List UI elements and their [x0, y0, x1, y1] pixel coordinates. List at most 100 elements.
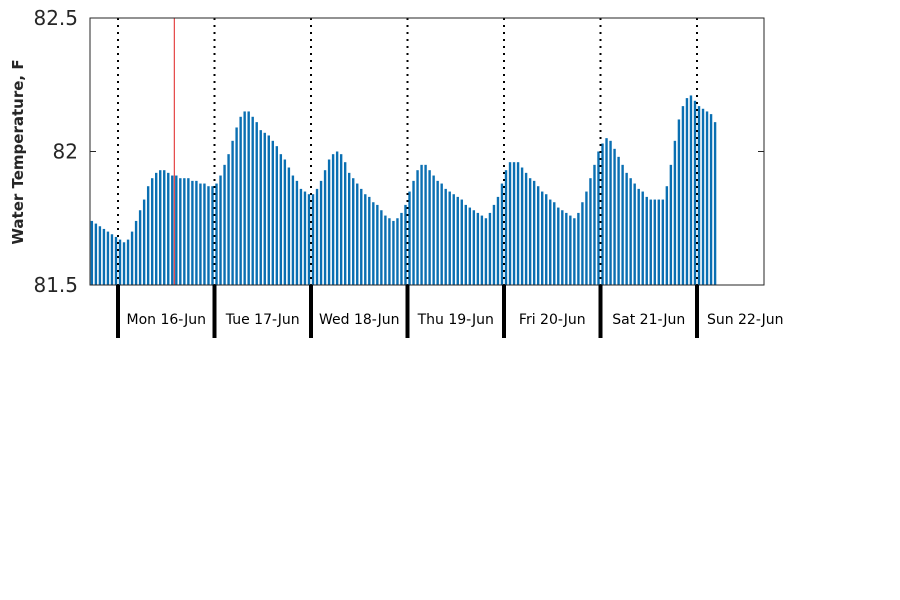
bar	[701, 108, 705, 285]
bar	[146, 186, 150, 285]
y-axis-label: Water Temperature, F	[9, 59, 27, 244]
bar	[315, 188, 319, 285]
bar	[673, 140, 677, 285]
bar	[613, 148, 616, 285]
bar	[271, 140, 274, 285]
bar	[239, 116, 242, 285]
bar	[98, 226, 102, 285]
bar	[211, 186, 214, 285]
bar	[163, 170, 166, 285]
bar	[452, 194, 455, 285]
bar	[577, 212, 580, 285]
bar	[536, 186, 540, 285]
bar	[311, 194, 315, 285]
bar	[681, 106, 685, 285]
bar	[167, 172, 170, 285]
bar	[480, 215, 484, 285]
bar	[126, 239, 130, 285]
bar	[508, 162, 512, 285]
day-label: Mon 16-Jun	[127, 312, 207, 328]
bar	[110, 234, 114, 285]
bar	[593, 164, 596, 285]
bar	[360, 188, 363, 285]
plot-area: 81.5 82 82.5 Mon 16-Jun Tue 17-Jun Wed 18-Jun…	[33, 6, 784, 338]
day-label: Tue 17-Jun	[225, 312, 300, 328]
bar	[488, 212, 492, 285]
bar	[352, 178, 355, 285]
bar	[207, 186, 210, 285]
bar	[195, 180, 198, 285]
bar	[364, 194, 367, 285]
bar	[348, 172, 351, 285]
bar	[516, 162, 520, 285]
bar	[512, 162, 516, 285]
bar	[368, 196, 371, 285]
bar	[134, 220, 138, 285]
bar	[581, 202, 584, 285]
bar	[150, 178, 154, 285]
bar	[460, 199, 463, 285]
bar	[279, 154, 283, 285]
bar	[130, 231, 134, 285]
bar	[396, 218, 399, 285]
bar	[677, 119, 681, 286]
bar	[693, 100, 697, 286]
bar	[649, 199, 652, 285]
bar	[653, 199, 656, 285]
bar	[372, 202, 375, 285]
bar	[545, 194, 548, 285]
bar	[215, 183, 218, 285]
bar	[356, 183, 359, 285]
bar	[436, 180, 439, 285]
bar	[665, 186, 669, 285]
day-label: Wed 18-Jun	[319, 312, 400, 328]
bar	[553, 202, 556, 285]
bar	[259, 130, 262, 285]
bar	[106, 231, 110, 285]
bar	[625, 172, 628, 285]
bar	[159, 170, 162, 285]
bar	[585, 191, 588, 285]
bar	[114, 236, 118, 285]
bar	[428, 170, 431, 285]
bar	[520, 167, 524, 285]
bar	[227, 154, 230, 285]
bar	[432, 175, 435, 285]
bar	[412, 180, 415, 285]
bar	[669, 164, 673, 285]
bar	[339, 154, 343, 285]
bar	[524, 172, 528, 285]
bar	[697, 106, 701, 285]
y-tick-label: 81.5	[33, 273, 78, 297]
bar	[549, 199, 552, 285]
bar	[500, 183, 504, 285]
bar	[319, 180, 323, 285]
bar	[171, 175, 174, 285]
day-label: Sun 22-Jun	[707, 312, 784, 328]
bar	[617, 156, 620, 285]
bar	[685, 98, 689, 285]
bar	[484, 218, 488, 285]
bar	[187, 178, 190, 285]
bar	[384, 215, 387, 285]
bar	[424, 164, 427, 285]
bar	[496, 196, 500, 285]
bar	[420, 164, 423, 285]
bar	[541, 191, 544, 285]
bar	[235, 127, 238, 285]
bar	[573, 218, 576, 285]
bar	[464, 204, 467, 285]
bar	[303, 191, 307, 285]
bar	[283, 159, 287, 285]
bar	[291, 175, 295, 285]
bar	[380, 210, 383, 285]
bar	[327, 159, 331, 285]
bar	[388, 218, 391, 285]
bar	[456, 196, 459, 285]
bar	[295, 180, 299, 285]
bar	[142, 199, 146, 285]
bar	[343, 162, 347, 285]
bar	[532, 180, 536, 285]
bar	[263, 132, 266, 285]
bar	[408, 191, 411, 285]
